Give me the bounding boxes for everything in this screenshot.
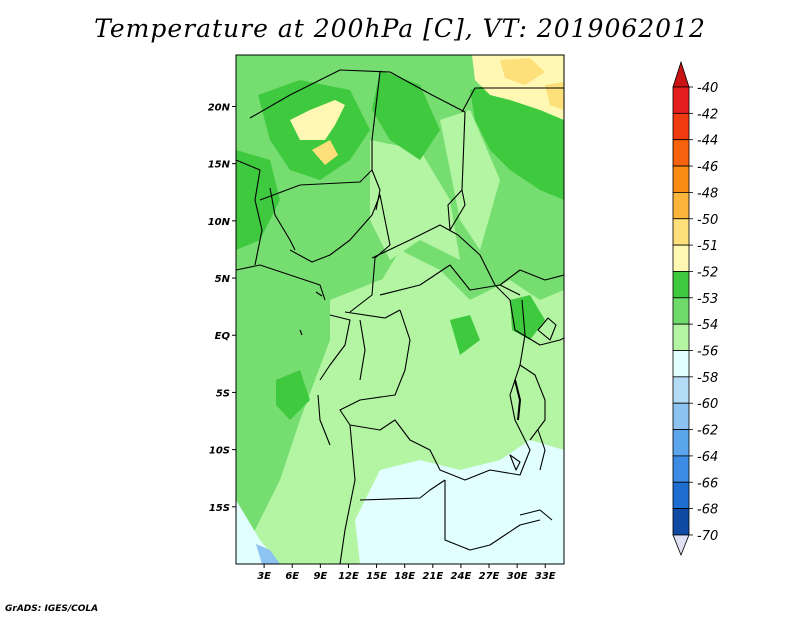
colorbar-label: -64 (697, 450, 718, 465)
lon-tick-label: 9E (313, 571, 327, 582)
field-52-gabon-coast (276, 370, 310, 420)
colorbar-swatch (672, 323, 690, 351)
grads-credit: GrADS: IGES/COLA (5, 604, 99, 614)
longitude-axis: 3E 6E 9E 12E 15E 18E 21E 24E 27E 30E 33E (257, 564, 556, 582)
field-56-south (355, 440, 564, 564)
colorbar-bottom-arrow (672, 534, 690, 557)
chart-title: Temperature at 200hPa [C], VT: 201906201… (94, 14, 706, 43)
colorbar-top-arrow (672, 60, 690, 88)
lon-tick-label: 15E (366, 571, 387, 582)
lon-tick-label: 24E (451, 571, 472, 582)
colorbar-label: -53 (697, 292, 718, 307)
colorbar-label: -70 (697, 529, 718, 544)
colorbar-label: -56 (697, 345, 718, 360)
field-52-west (236, 150, 280, 250)
colorbar-swatch (672, 191, 690, 220)
lon-tick-label: 18E (394, 571, 415, 582)
lon-tick-label: 21E (422, 571, 443, 582)
colorbar-label: -60 (697, 397, 718, 412)
lon-tick-label: 6E (285, 571, 299, 582)
latitude-axis: 20N 15N 10N 5N EQ 5S 10S 15S (208, 102, 236, 514)
colorbar-label: -52 (697, 265, 718, 280)
temperature-field (236, 55, 564, 564)
lat-tick-label: 5N (215, 274, 231, 285)
lat-tick-label: 20N (208, 102, 231, 113)
colorbar-label: -44 (697, 134, 718, 149)
lat-tick-label: 5S (216, 388, 230, 399)
lat-tick-label: 15S (209, 503, 230, 514)
colorbar-label: -54 (697, 318, 718, 333)
lat-tick-label: EQ (215, 331, 231, 342)
field-50-edge (545, 82, 564, 110)
colorbar-swatch (672, 271, 690, 299)
field-54-chad (370, 140, 460, 260)
colorbar-swatch (672, 244, 690, 272)
colorbar-label: -62 (697, 424, 718, 439)
colorbar-swatch (672, 86, 690, 114)
colorbar-label: -48 (697, 186, 718, 201)
field-52-drc (450, 315, 480, 355)
lon-tick-label: 27E (479, 571, 500, 582)
colorbar-swatch (672, 481, 690, 510)
country-borders (236, 69, 564, 564)
colorbar: -40 -42 -44 -46 -48 -50 -51 -52 -53 -54 -56 -58 -60 -… (672, 60, 718, 557)
colorbar-label: -66 (697, 476, 718, 491)
colorbar-label: -50 (697, 213, 718, 228)
colorbar-swatch (672, 429, 690, 457)
colorbar-label: -58 (697, 371, 718, 386)
lat-tick-label: 10S (209, 446, 230, 457)
colorbar-swatch (672, 139, 690, 167)
colorbar-swatch (672, 165, 690, 193)
colorbar-label: -46 (697, 160, 718, 175)
lat-tick-label: 10N (208, 217, 231, 228)
field-52-north (372, 70, 440, 160)
colorbar-label: -68 (697, 503, 718, 518)
colorbar-swatch (672, 112, 690, 141)
lon-tick-label: 3E (257, 571, 271, 582)
colorbar-swatch (672, 402, 690, 430)
colorbar-label: -51 (697, 239, 718, 254)
colorbar-swatch (672, 376, 690, 404)
colorbar-swatch (672, 297, 690, 325)
lon-tick-label: 12E (338, 571, 359, 582)
colorbar-swatch (672, 350, 690, 378)
lat-tick-label: 15N (208, 160, 231, 171)
field-54-congo (330, 270, 470, 420)
field-58-patch (256, 544, 280, 564)
lon-tick-label: 33E (535, 571, 556, 582)
field-52-lakes (510, 295, 545, 340)
lon-tick-label: 30E (507, 571, 528, 582)
colorbar-swatch (672, 455, 690, 483)
field-50-northeast (500, 58, 545, 85)
field-50-niger (312, 140, 338, 165)
colorbar-label: -42 (697, 107, 718, 122)
colorbar-label: -40 (697, 81, 718, 96)
map-frame (235, 54, 565, 565)
colorbar-swatch (672, 218, 690, 246)
field-51-niger (290, 100, 345, 140)
colorbar-swatch (672, 508, 690, 536)
field-56-southwest (236, 500, 280, 564)
field-54-sudan (440, 110, 500, 250)
